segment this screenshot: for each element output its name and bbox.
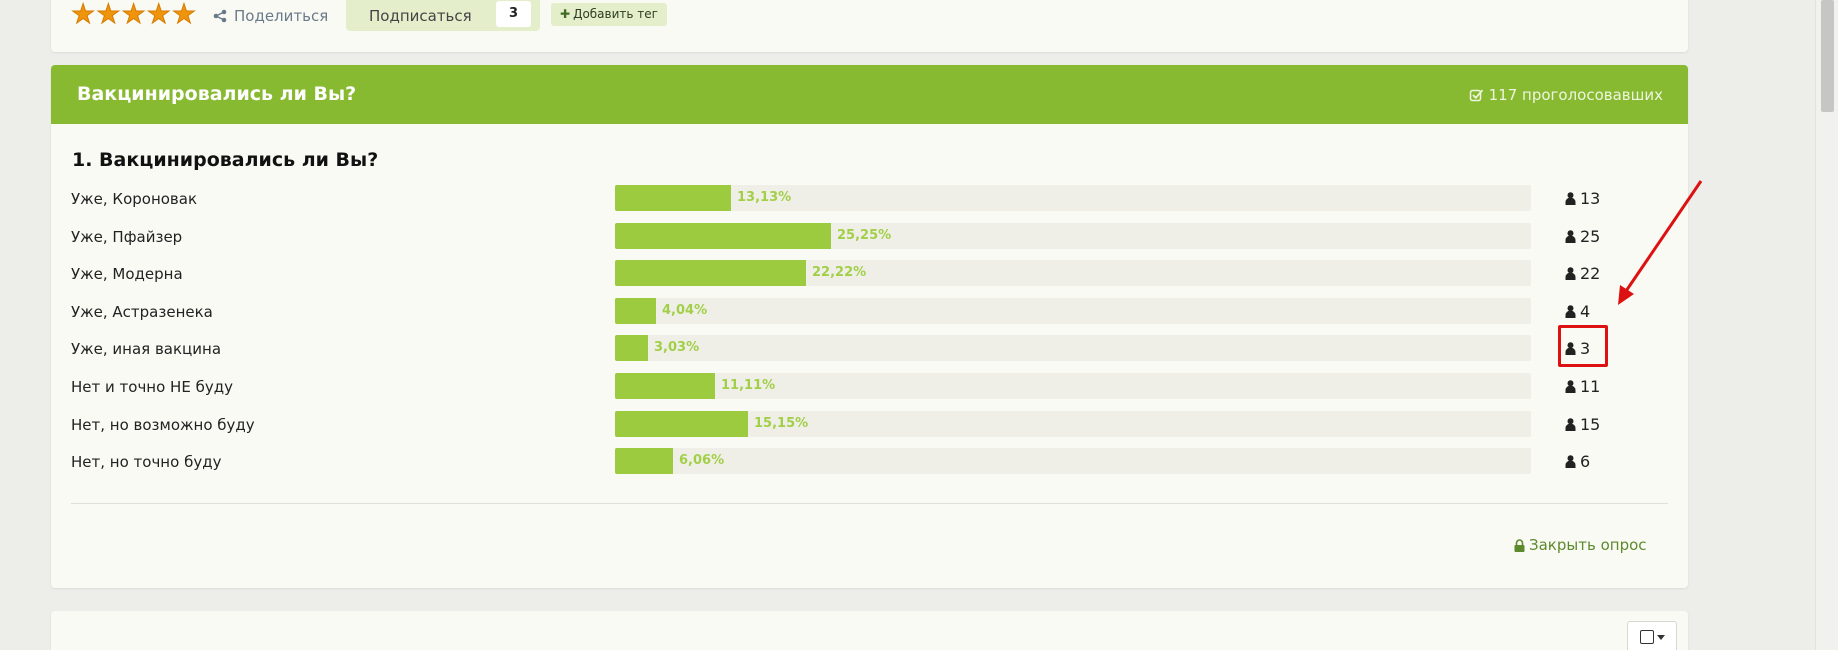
share-link[interactable]: Поделиться: [213, 7, 328, 25]
poll-option-label: Уже, Астразенека: [71, 303, 213, 321]
poll-option-percent: 6,06%: [679, 453, 725, 468]
page-scrollbar[interactable]: [1815, 0, 1838, 650]
poll-option-percent: 15,15%: [754, 416, 809, 431]
poll-option-bar-fill: [615, 185, 731, 211]
star-icon[interactable]: ★: [96, 0, 121, 30]
poll-option-count: 13: [1565, 189, 1600, 208]
topic-actions-card: [51, 0, 1688, 52]
user-icon: [1565, 305, 1576, 318]
poll-option-label: Уже, Пфайзер: [71, 228, 183, 246]
poll-option-bar-track: 11,11%: [615, 373, 1531, 399]
poll-option-label: Уже, Модерна: [71, 265, 183, 283]
poll-option-percent: 3,03%: [654, 340, 700, 355]
lock-icon: [1514, 538, 1525, 552]
poll-option-bar-fill: [615, 411, 748, 437]
poll-option-bar-track: 4,04%: [615, 298, 1531, 324]
poll-option-row: Нет и точно НЕ буду 11,11% 11: [51, 373, 1688, 403]
poll-option-count-value: 22: [1580, 264, 1601, 283]
poll-option-percent: 4,04%: [662, 303, 708, 318]
poll-votes-count: 117 проголосовавших: [1469, 86, 1663, 104]
close-poll-label: Закрыть опрос: [1529, 536, 1647, 554]
user-icon: [1565, 342, 1576, 355]
poll-option-bar-track: 3,03%: [615, 335, 1531, 361]
rating-stars[interactable]: ★ ★ ★ ★ ★: [70, 0, 197, 30]
poll-option-bar-fill: [615, 260, 806, 286]
close-poll-link[interactable]: Закрыть опрос: [1514, 536, 1647, 554]
poll-option-count: 6: [1565, 452, 1590, 471]
poll-votes-label: 117 проголосовавших: [1488, 86, 1663, 104]
poll-option-count-value: 6: [1580, 452, 1591, 471]
poll-option-count-value: 4: [1580, 302, 1591, 321]
poll-option-percent: 13,13%: [737, 190, 792, 205]
caret-down-icon: [1656, 634, 1665, 640]
divider: [71, 503, 1668, 504]
subscribe-label: Подписаться: [369, 7, 472, 25]
poll-option-row: Уже, иная вакцина 3,03% 3: [51, 335, 1688, 365]
poll-option-bar-fill: [615, 298, 656, 324]
poll-option-bar-track: 25,25%: [615, 223, 1531, 249]
subscribe-button[interactable]: Подписаться 3: [346, 0, 540, 31]
poll-option-label: Нет и точно НЕ буду: [71, 378, 233, 396]
poll-option-count-value: 11: [1580, 377, 1601, 396]
annotation-highlight-box: [1558, 325, 1608, 367]
star-icon[interactable]: ★: [70, 0, 96, 30]
poll-question: 1. Вакцинировались ли Вы?: [72, 149, 379, 171]
user-icon: [1565, 380, 1576, 393]
scrollbar-thumb[interactable]: [1821, 0, 1834, 112]
poll-option-count: 25: [1565, 227, 1600, 246]
poll-option-bar-track: 13,13%: [615, 185, 1531, 211]
star-icon[interactable]: ★: [121, 0, 146, 30]
poll-option-row: Уже, Пфайзер 25,25% 25: [51, 223, 1688, 253]
poll-option-count: 15: [1565, 415, 1600, 434]
select-dropdown-button[interactable]: [1627, 621, 1677, 650]
poll-option-count-value: 25: [1580, 227, 1601, 246]
share-icon: [213, 9, 227, 23]
user-icon: [1565, 455, 1576, 468]
poll-option-count-value: 13: [1580, 189, 1601, 208]
poll-option-label: Уже, Короновак: [71, 190, 198, 208]
poll-option-row: Нет, но возможно буду 15,15% 15: [51, 411, 1688, 441]
add-tag-label: Добавить тег: [573, 7, 658, 21]
subscribe-count-badge: 3: [496, 1, 531, 27]
poll-option-bar-fill: [615, 335, 648, 361]
user-icon: [1565, 267, 1576, 280]
poll-header: Вакцинировались ли Вы? 117 проголосовавш…: [51, 65, 1688, 124]
poll-option-label: Нет, но точно буду: [71, 453, 222, 471]
next-card: [51, 611, 1688, 650]
poll-option-label: Нет, но возможно буду: [71, 416, 255, 434]
poll-option-bar-track: 6,06%: [615, 448, 1531, 474]
user-icon: [1565, 230, 1576, 243]
poll-option-count-value: 15: [1580, 415, 1601, 434]
poll-option-count-value: 3: [1580, 339, 1591, 358]
poll-option-row: Уже, Модерна 22,22% 22: [51, 260, 1688, 290]
poll-option-count: 3: [1565, 339, 1590, 358]
poll-option-bar-track: 15,15%: [615, 411, 1531, 437]
checkbox-icon: [1639, 630, 1654, 644]
add-tag-button[interactable]: ✚ Добавить тег: [551, 3, 667, 26]
plus-icon: ✚: [560, 7, 571, 21]
poll-option-bar-fill: [615, 373, 715, 399]
poll-option-percent: 25,25%: [837, 228, 892, 243]
user-icon: [1565, 192, 1576, 205]
star-icon[interactable]: ★: [146, 0, 171, 30]
poll-option-bar-fill: [615, 223, 831, 249]
poll-option-bar-fill: [615, 448, 673, 474]
poll-option-bar-track: 22,22%: [615, 260, 1531, 286]
poll-option-row: Уже, Короновак 13,13% 13: [51, 185, 1688, 215]
user-icon: [1565, 418, 1576, 431]
poll-option-percent: 11,11%: [721, 378, 776, 393]
star-icon[interactable]: ★: [171, 0, 197, 30]
poll-option-row: Нет, но точно буду 6,06% 6: [51, 448, 1688, 478]
share-label: Поделиться: [234, 7, 329, 25]
poll-option-row: Уже, Астразенека 4,04% 4: [51, 298, 1688, 328]
poll-option-count: 4: [1565, 302, 1590, 321]
poll-option-percent: 22,22%: [812, 265, 867, 280]
poll-option-label: Уже, иная вакцина: [71, 340, 222, 358]
poll-option-count: 22: [1565, 264, 1600, 283]
poll-option-count: 11: [1565, 377, 1600, 396]
poll-title: Вакцинировались ли Вы?: [77, 83, 357, 105]
check-square-icon: [1469, 89, 1483, 101]
poll-card: Вакцинировались ли Вы? 117 проголосовавш…: [51, 65, 1688, 588]
